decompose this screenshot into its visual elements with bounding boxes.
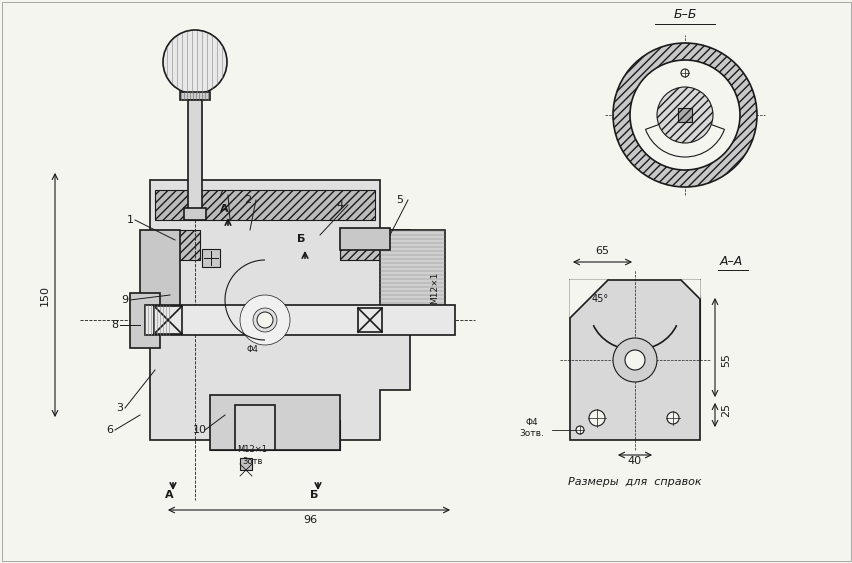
Bar (379, 230, 445, 310)
Text: 65: 65 (595, 246, 608, 256)
Text: 45°: 45° (591, 294, 608, 304)
Text: Размеры  для  справок: Размеры для справок (567, 477, 701, 487)
Polygon shape (665, 295, 699, 360)
Bar (569, 280, 699, 440)
Polygon shape (150, 180, 410, 440)
Bar (202, 249, 220, 267)
Text: 9: 9 (121, 295, 129, 305)
Polygon shape (155, 190, 375, 220)
Text: 6: 6 (106, 425, 113, 435)
Circle shape (656, 87, 712, 143)
Bar (210, 395, 340, 450)
Bar (234, 405, 274, 450)
Bar (184, 208, 206, 220)
Text: Φ4: Φ4 (245, 346, 257, 355)
Text: M12×1: M12×1 (237, 445, 267, 454)
Text: 25: 25 (720, 403, 730, 417)
Bar (145, 305, 454, 335)
Text: 150: 150 (40, 284, 50, 306)
Text: Б: Б (309, 490, 318, 500)
Circle shape (613, 43, 756, 187)
Text: 3отв: 3отв (241, 458, 262, 467)
Circle shape (239, 295, 290, 345)
Polygon shape (569, 280, 607, 318)
Polygon shape (140, 230, 199, 260)
Circle shape (613, 338, 656, 382)
Bar (187, 100, 202, 210)
Text: 3: 3 (117, 403, 124, 413)
Polygon shape (340, 230, 415, 260)
Polygon shape (234, 420, 274, 440)
Text: A–A: A–A (719, 255, 742, 268)
Circle shape (253, 308, 277, 332)
Text: 96: 96 (302, 515, 317, 525)
Circle shape (589, 410, 604, 426)
Circle shape (575, 426, 584, 434)
Bar (358, 308, 382, 332)
Bar (340, 228, 389, 250)
Bar (140, 230, 180, 320)
Bar (239, 458, 251, 470)
Text: A: A (220, 204, 228, 214)
Text: Б–Б: Б–Б (672, 8, 696, 21)
Circle shape (630, 60, 740, 170)
Wedge shape (645, 119, 723, 157)
Bar (154, 306, 181, 334)
Polygon shape (680, 280, 699, 299)
Text: M12×1: M12×1 (430, 272, 439, 304)
Text: 40: 40 (627, 456, 642, 466)
Polygon shape (130, 295, 160, 315)
Polygon shape (210, 420, 340, 450)
Text: 55: 55 (720, 353, 730, 367)
Bar (130, 293, 160, 348)
Polygon shape (569, 320, 604, 360)
Circle shape (256, 312, 273, 328)
Text: 5: 5 (396, 195, 403, 205)
Text: 1: 1 (126, 215, 134, 225)
Bar (180, 92, 210, 100)
Bar (677, 108, 691, 122)
Text: Б: Б (296, 234, 305, 244)
Text: 7: 7 (216, 190, 223, 200)
Text: A: A (164, 490, 174, 500)
Circle shape (666, 412, 678, 424)
Text: 2: 2 (245, 195, 251, 205)
Circle shape (625, 350, 644, 370)
Text: Φ4
3отв.: Φ4 3отв. (519, 418, 544, 437)
Text: 10: 10 (193, 425, 207, 435)
Text: 8: 8 (112, 320, 118, 330)
Text: 4: 4 (336, 200, 343, 210)
Circle shape (680, 69, 688, 77)
Circle shape (163, 30, 227, 94)
